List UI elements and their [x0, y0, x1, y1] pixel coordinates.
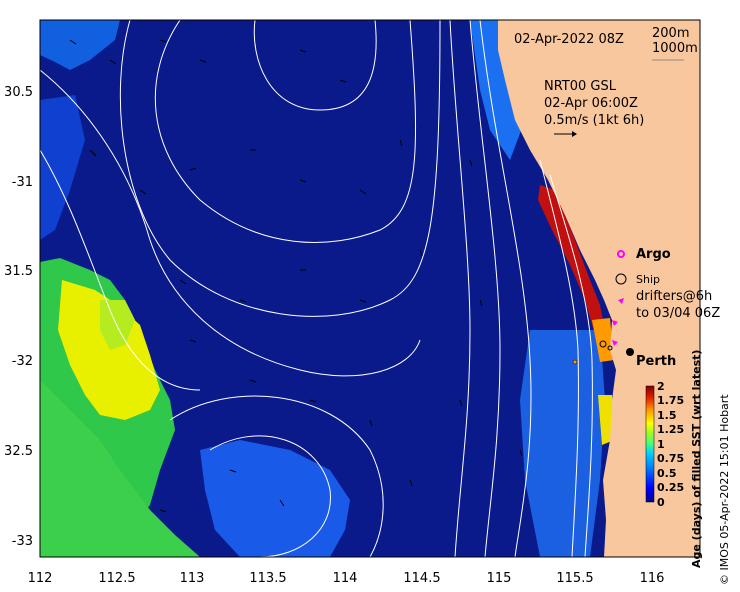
colorbar [645, 385, 655, 503]
colorbar-tick-0: 0 [657, 496, 665, 509]
x-tick: 114 [333, 571, 358, 586]
yellow-patch [58, 280, 160, 420]
blue-patch-se [520, 330, 605, 557]
x-tick: 112 [28, 571, 53, 586]
colorbar-tick-2: 2 [657, 380, 665, 393]
colorbar-tick-1-5: 1.5 [657, 409, 677, 422]
ship-marker-3 [572, 359, 578, 365]
perth-dot [626, 348, 634, 356]
colorbar-tick-1: 1 [657, 438, 665, 451]
orange-strip [592, 318, 614, 362]
drifters-legend-line1: drifters@6h [636, 289, 712, 304]
drifters-legend-line2: to 03/04 06Z [636, 306, 720, 321]
colorbar-title: Age (days) of filled SST (wrt latest) [690, 350, 703, 568]
argo-legend-icon [617, 250, 625, 258]
x-tick: 113 [180, 571, 205, 586]
contour-lines [40, 20, 593, 557]
y-tick: -31 [12, 175, 33, 190]
orange-red-strip [538, 185, 605, 335]
contour-1000m-label: 1000m [652, 41, 698, 56]
argo-floats [612, 298, 624, 346]
current-time-label: 02-Apr 06:00Z [544, 96, 638, 111]
scale-arrowhead-icon [572, 131, 577, 137]
ship-marker-2 [607, 345, 613, 351]
colorbar-tick-1-25: 1.25 [657, 423, 684, 436]
argo-legend-label: Argo [636, 247, 671, 262]
ship-legend-icon [615, 273, 627, 285]
current-vectors [69, 39, 523, 513]
green-patch-south [40, 380, 200, 557]
current-scale-label: 0.5m/s (1kt 6h) [544, 113, 644, 128]
y-tick: 31.5 [4, 264, 33, 279]
x-tick: 112.5 [98, 571, 135, 586]
contour-200m-label: 200m [652, 26, 689, 41]
credit-label: © IMOS 05-Apr-2022 15:01 Hobart [718, 394, 731, 585]
perth-label: Perth [636, 354, 676, 369]
ship-marker [599, 340, 607, 348]
x-tick: 115 [487, 571, 512, 586]
colorbar-tick-0-5: 0.5 [657, 467, 677, 480]
date-label: 02-Apr-2022 08Z [514, 32, 624, 47]
y-tick: 32.5 [4, 444, 33, 459]
y-tick: -32 [12, 354, 33, 369]
lightgreen-patch [100, 300, 135, 350]
x-tick: 116 [640, 571, 665, 586]
colorbar-ticks: 2 1.75 1.5 1.25 1 0.75 0.5 0.25 0 [657, 380, 684, 509]
x-tick: 113.5 [249, 571, 286, 586]
map-plot-area [40, 20, 700, 557]
y-tick: -33 [12, 534, 33, 549]
blue-patch-nw [40, 20, 120, 70]
plot-frame [39, 19, 701, 558]
x-tick: 115.5 [556, 571, 593, 586]
blue-patch-s [200, 440, 350, 557]
y-tick: 30.5 [4, 85, 33, 100]
x-tick: 114.5 [403, 571, 440, 586]
x-axis: 112 112.5 113 113.5 114 114.5 115 115.5 … [28, 571, 665, 586]
colorbar-tick-1-75: 1.75 [657, 394, 684, 407]
current-product-label: NRT00 GSL [544, 79, 617, 94]
y-axis: 30.5 -31 31.5 -32 32.5 -33 [4, 85, 33, 549]
colorbar-tick-0-25: 0.25 [657, 481, 684, 494]
yellow-coast [598, 395, 614, 445]
colorbar-tick-0-75: 0.75 [657, 452, 684, 465]
blue-patch-w [40, 95, 85, 240]
ship-legend-label: Ship [636, 273, 660, 286]
